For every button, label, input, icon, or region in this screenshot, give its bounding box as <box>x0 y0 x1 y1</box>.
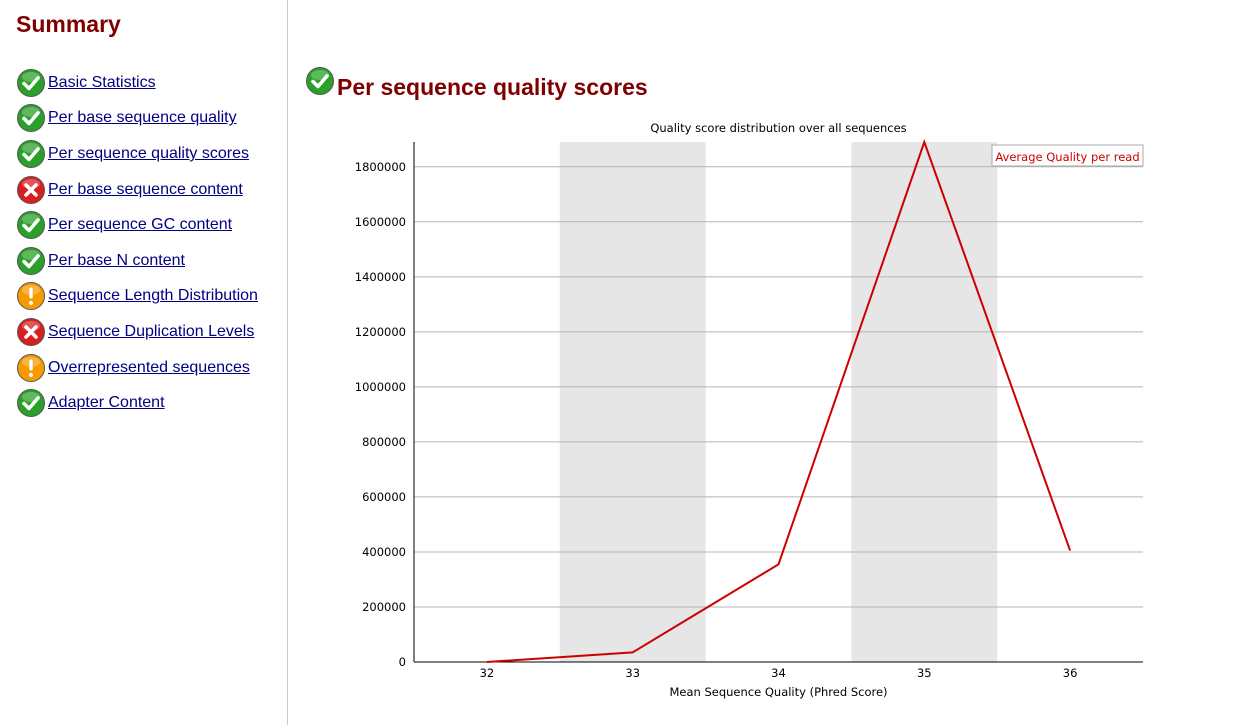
summary-sidebar: Summary Basic Statistics Per base sequenc… <box>0 0 288 725</box>
x-tick-label: 32 <box>480 666 495 680</box>
summary-item: Per base sequence quality <box>16 101 258 137</box>
summary-link-5[interactable]: Per base N content <box>48 251 185 269</box>
x-axis-label: Mean Sequence Quality (Phred Score) <box>669 685 887 699</box>
chart-title: Quality score distribution over all sequ… <box>650 121 906 135</box>
pass-check-icon <box>16 139 46 169</box>
y-tick-label: 200000 <box>362 600 406 614</box>
x-tick-label: 36 <box>1063 666 1078 680</box>
x-tick-label: 35 <box>917 666 932 680</box>
pass-check-icon <box>16 388 46 418</box>
summary-heading: Summary <box>16 11 121 37</box>
legend-label: Average Quality per read <box>995 150 1139 164</box>
summary-item: Per sequence GC content <box>16 207 258 243</box>
y-tick-label: 600000 <box>362 490 406 504</box>
warn-warning-icon <box>16 281 46 311</box>
y-tick-label: 0 <box>399 655 406 669</box>
y-tick-label: 1600000 <box>355 215 406 229</box>
y-tick-label: 1200000 <box>355 325 406 339</box>
summary-item: Per sequence quality scores <box>16 136 258 172</box>
summary-item: Per base sequence content <box>16 172 258 208</box>
summary-link-4[interactable]: Per sequence GC content <box>48 216 233 234</box>
y-tick-label: 1800000 <box>355 160 406 174</box>
summary-link-2[interactable]: Per sequence quality scores <box>48 144 249 162</box>
summary-link-9[interactable]: Adapter Content <box>48 394 165 412</box>
shaded-band <box>559 142 706 662</box>
summary-item: Overrepresented sequences <box>16 350 258 386</box>
warn-warning-icon <box>16 353 46 383</box>
pass-check-icon <box>305 66 335 96</box>
legend-box <box>991 144 1144 167</box>
summary-item: Sequence Duplication Levels <box>16 314 258 350</box>
y-tick-label: 800000 <box>362 435 406 449</box>
fail-cross-icon <box>16 317 46 347</box>
x-tick-label: 34 <box>771 666 786 680</box>
y-tick-label: 1400000 <box>355 270 406 284</box>
pass-check-icon <box>16 103 46 133</box>
fail-cross-icon <box>16 175 46 205</box>
summary-item: Per base N content <box>16 243 258 279</box>
summary-item: Basic Statistics <box>16 65 258 101</box>
summary-item: Sequence Length Distribution <box>16 279 258 315</box>
summary-link-7[interactable]: Sequence Duplication Levels <box>48 322 255 340</box>
y-tick-label: 1000000 <box>355 380 406 394</box>
module-title: Per sequence quality scores <box>337 74 648 100</box>
summary-link-8[interactable]: Overrepresented sequences <box>48 358 250 376</box>
x-tick-label: 33 <box>625 666 640 680</box>
summary-link-3[interactable]: Per base sequence content <box>48 180 243 198</box>
summary-item: Adapter Content <box>16 385 258 421</box>
summary-link-0[interactable]: Basic Statistics <box>48 73 156 91</box>
pass-check-icon <box>16 246 46 276</box>
summary-link-6[interactable]: Sequence Length Distribution <box>48 287 258 305</box>
y-tick-label: 400000 <box>362 545 406 559</box>
pass-check-icon <box>16 210 46 240</box>
pass-check-icon <box>16 68 46 98</box>
shaded-band <box>851 142 998 662</box>
summary-module-list: Basic Statistics Per base sequence qualit… <box>16 65 258 421</box>
summary-link-1[interactable]: Per base sequence quality <box>48 109 237 127</box>
